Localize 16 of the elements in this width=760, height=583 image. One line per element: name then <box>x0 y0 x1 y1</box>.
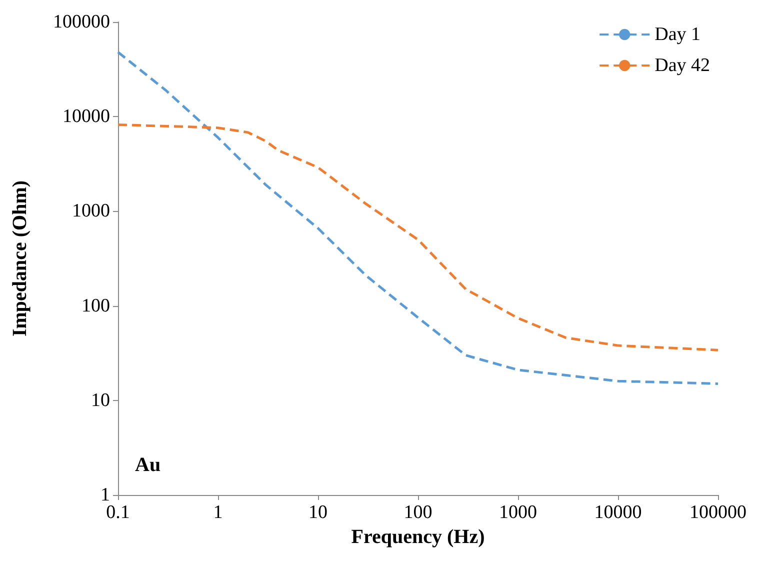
x-tick-label: 100000 <box>690 502 746 523</box>
y-tick-label: 100 <box>82 295 110 316</box>
legend-label: Day 1 <box>654 24 700 45</box>
annotation: Au <box>135 454 161 476</box>
x-tick-label: 1 <box>213 502 223 523</box>
y-axis-title: Impedance (Ohm) <box>9 180 31 337</box>
y-tick-label: 10 <box>91 390 110 411</box>
y-tick-label: 10000 <box>62 106 110 128</box>
x-tick-label: 10000 <box>594 502 642 523</box>
x-tick-label: 100 <box>404 502 432 523</box>
legend-label: Day 42 <box>654 55 710 76</box>
y-tick-label: 100000 <box>53 12 110 32</box>
x-axis-title: Frequency (Hz) <box>351 526 485 548</box>
x-tick-label: 10 <box>308 502 328 523</box>
y-tick-label: 1000 <box>72 200 110 222</box>
x-tick-label: 1000 <box>499 502 537 523</box>
